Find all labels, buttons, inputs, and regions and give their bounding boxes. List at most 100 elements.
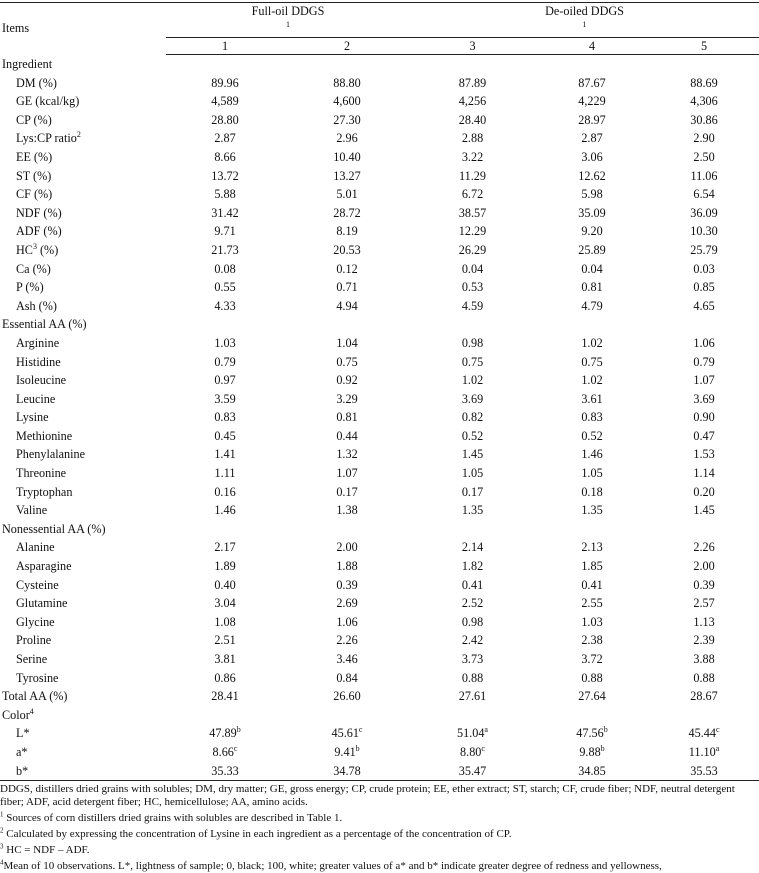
value-text: 0.17 [461,484,484,499]
section-row: Total AA (%) 28.41 26.60 27.61 27.64 28.67 [0,687,759,706]
value-cell [284,520,410,539]
value-cell: 1.45 [649,501,759,520]
value-text: 0.82 [461,410,484,425]
row-label: Phenylalanine [0,445,166,464]
value-text: 11.10 [688,744,716,759]
value-text: 1.82 [461,559,484,574]
value-cell: 0.98 [410,613,535,632]
value-cell: 2.14 [410,538,535,557]
value-cell: 2.57 [649,594,759,613]
value-cell: 26.60 [284,687,410,706]
value-cell: 0.81 [535,278,649,297]
table-row: Lys:CP ratio2 2.87 2.96 2.88 2.87 2.90 [0,129,759,148]
row-label-text: CF (%) [16,187,53,202]
value-cell: 4,306 [649,92,759,111]
value-cell: 4.94 [284,297,410,316]
value-cell: 1.89 [166,557,284,576]
value-cell [535,315,649,334]
value-cell: 2.96 [284,129,410,148]
row-label: Color4 [0,706,166,725]
table-row: Isoleucine 0.97 0.92 1.02 1.02 1.07 [0,371,759,390]
value-cell: 9.41b [284,743,410,762]
row-label: Methionine [0,427,166,446]
row-label-text: DM (%) [16,75,57,90]
value-text: 6.72 [461,187,484,202]
value-text: 1.89 [214,559,236,574]
value-cell: 0.41 [410,576,535,595]
value-text: 2.52 [461,596,484,611]
value-cell: 0.85 [649,278,759,297]
table-row: Cysteine 0.40 0.39 0.41 0.41 0.39 [0,576,759,595]
value-text: 1.02 [581,335,603,350]
value-cell [284,55,410,74]
value-text: 26.60 [333,689,361,704]
value-text: 5.88 [214,187,236,202]
row-label-text: Proline [16,633,52,648]
value-text: 3.06 [581,149,603,164]
footnote-marker: 1 [0,810,4,819]
value-text: 3.61 [581,391,603,406]
value-text: 1.38 [336,503,358,518]
value-cell: 0.88 [649,669,759,688]
value-text: 1.35 [461,503,484,518]
value-text: 0.83 [581,410,603,425]
value-cell: 0.88 [410,669,535,688]
table-row: ADF (%) 9.71 8.19 12.29 9.20 10.30 [0,222,759,241]
row-label: ST (%) [0,167,166,186]
value-cell [166,520,284,539]
value-text: 3.72 [581,652,603,666]
row-label-text: Lysine [16,410,49,425]
row-label: Lys:CP ratio2 [0,129,166,148]
row-label-text: Cysteine [16,577,59,592]
value-text: 3.69 [461,391,484,406]
row-label: Ca (%) [0,260,166,279]
value-text: 0.17 [336,484,358,499]
value-text: 0.81 [581,280,603,295]
row-label: CF (%) [0,185,166,204]
value-cell [535,706,649,725]
value-cell: 0.53 [410,278,535,297]
row-label-text: Glycine [16,614,55,629]
value-text: 10.30 [690,224,718,239]
value-text: 4.33 [214,298,236,313]
row-label: Lysine [0,408,166,427]
value-text: 8.66 [214,149,236,164]
value-text: 12.29 [458,224,487,239]
value-cell [284,315,410,334]
value-cell: 3.69 [649,390,759,409]
value-cell: 1.38 [284,501,410,520]
value-text: 0.52 [461,428,484,443]
value-cell: 1.02 [410,371,535,390]
value-text: 35.53 [690,763,718,778]
value-cell: 34.85 [535,761,649,782]
row-label: Tryptophan [0,483,166,502]
value-text: 0.98 [461,335,484,350]
value-text: 3.29 [336,391,358,406]
value-text: 88.69 [690,75,718,90]
value-cell: 1.05 [535,464,649,483]
row-label-sup: 3 [32,241,37,251]
column-number: 4 [535,37,649,55]
value-text: 0.75 [461,354,484,369]
value-text: 1.14 [693,466,715,481]
table-row: ST (%) 13.72 13.27 11.29 12.62 11.06 [0,167,759,186]
row-label: Ash (%) [0,297,166,316]
value-cell: 25.79 [649,241,759,260]
table-row: b* 35.33 34.78 35.47 34.85 35.53 [0,761,759,782]
value-cell: 20.53 [284,241,410,260]
row-label: b* [0,761,166,782]
value-text: 11.29 [459,168,486,183]
value-cell: 31.42 [166,204,284,223]
table-row: Glycine 1.08 1.06 0.98 1.03 1.13 [0,613,759,632]
value-cell: 0.08 [166,260,284,279]
value-text: 47.56 [576,726,604,741]
value-cell: 28.40 [410,111,535,130]
value-text: 2.26 [693,540,715,555]
row-label-text: Ca (%) [16,261,51,276]
value-cell: 0.84 [284,669,410,688]
value-text: 1.08 [214,614,236,629]
value-cell: 27.64 [535,687,649,706]
row-label-suffix: (%) [36,242,59,257]
table-row: HC3 (%) 21.73 20.53 26.29 25.89 25.79 [0,241,759,260]
significance-sup: a [715,743,720,753]
